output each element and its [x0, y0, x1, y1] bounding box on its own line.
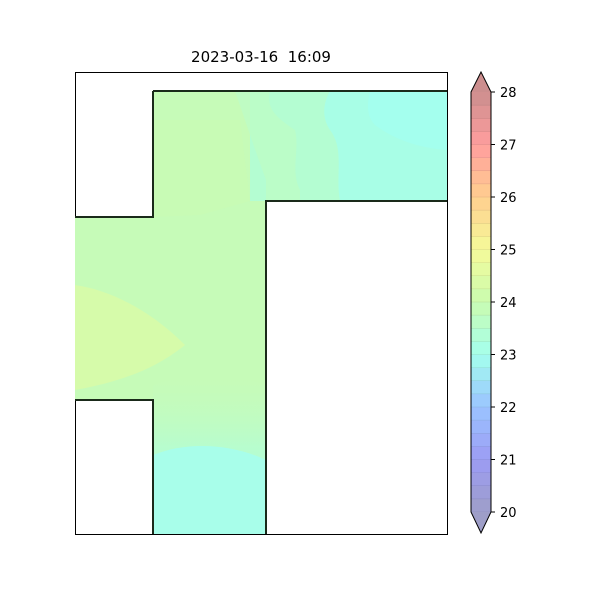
colorbar-segment [471, 420, 491, 434]
band-stem-bottom [153, 445, 266, 534]
colorbar-segment [471, 485, 491, 500]
colorbar-tick-label: 22 [500, 401, 517, 416]
colorbar-segment [471, 236, 491, 250]
colorbar-tick-label: 25 [500, 244, 517, 259]
floor-plan-temperature-field [75, 91, 447, 534]
colorbar-segment [471, 407, 491, 421]
colorbar-segment [471, 288, 491, 303]
colorbar-extend-min [471, 512, 491, 533]
colorbar-tick-label: 24 [500, 296, 517, 311]
colorbar-segment [471, 170, 491, 185]
colorbar-tick-label: 23 [500, 349, 517, 364]
band-top-corridor-transition [235, 91, 300, 201]
colorbar-segment [471, 144, 491, 158]
colorbar-tick-label: 21 [500, 454, 517, 469]
colorbar-segment [471, 183, 491, 198]
colorbar-segment [471, 249, 491, 263]
colorbar-segment [471, 92, 491, 106]
colorbar-segment [471, 118, 491, 132]
colorbar-segment [471, 472, 491, 487]
colorbar-segment [471, 262, 491, 277]
colorbar-segment [471, 131, 491, 145]
colorbar-extend-max [471, 72, 491, 92]
colorbar-segment [471, 105, 491, 119]
colorbar-segment [471, 197, 491, 211]
colorbar-segment [471, 393, 491, 408]
colorbar-segment [471, 433, 491, 447]
colorbar-segment [471, 275, 491, 290]
colorbar-tick-label: 26 [500, 191, 517, 206]
colorbar-segment [471, 341, 491, 355]
colorbar-segment [471, 315, 491, 329]
colorbar-segment [471, 328, 491, 342]
band-top-corridor-far-right [367, 91, 447, 150]
colorbar-segment [471, 498, 491, 513]
band-central-upper [153, 120, 250, 217]
band-left-wing [75, 285, 185, 390]
colorbar-segment [471, 157, 491, 172]
colorbar-segment [471, 380, 491, 395]
floor-plan-walls [75, 90, 447, 534]
colorbar-tick-label: 27 [500, 139, 517, 154]
colorbar-segment [471, 210, 491, 224]
colorbar-segment [471, 446, 491, 460]
colorbar-segment [471, 367, 491, 382]
colorbar-segment [471, 459, 491, 473]
colorbar-segment [471, 302, 491, 316]
chart-title: 2023-03-16 16:09 [191, 48, 331, 66]
colorbar-tick-label: 20 [500, 506, 517, 521]
colorbar-segment [471, 354, 491, 368]
colorbar: 20 21 22 23 24 25 26 27 28 [470, 70, 517, 535]
colorbar-tick-label: 28 [500, 86, 517, 101]
colorbar-segment [471, 223, 491, 237]
